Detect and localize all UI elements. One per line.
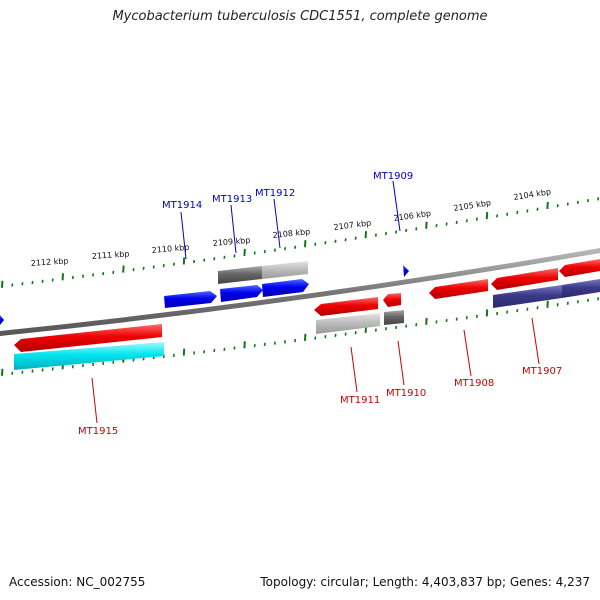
gene-mt1910-arrow[interactable] <box>383 293 401 307</box>
feature-gray-dark-top[interactable] <box>218 266 262 284</box>
feature-purple[interactable] <box>493 285 562 308</box>
genome-backbone <box>0 248 600 336</box>
leader-mt1907 <box>531 317 540 365</box>
map-title: Mycobacterium tuberculosis CDC1551, comp… <box>112 9 488 24</box>
gene-label-mt1914[interactable]: MT1914 <box>162 200 202 211</box>
scale-label-2109: 2109 kbp <box>212 236 250 248</box>
leader-mt1909 <box>392 180 401 232</box>
feature-gray-light-top[interactable] <box>262 261 308 279</box>
leader-mt1915 <box>91 377 98 424</box>
gene-label-mt1907[interactable]: MT1907 <box>522 366 562 377</box>
feature-purple-right[interactable] <box>562 279 600 298</box>
gene-label-mt1911[interactable]: MT1911 <box>340 395 380 406</box>
gene-mt1909-arrow[interactable] <box>403 265 409 277</box>
leader-mt1908 <box>463 329 472 377</box>
gene-label-mt1913[interactable]: MT1913 <box>212 194 252 205</box>
feature-cyan[interactable] <box>14 342 164 370</box>
genome-stats-text: Topology: circular; Length: 4,403,837 bp… <box>260 575 590 589</box>
gene-mt1913-arrow[interactable] <box>220 285 263 302</box>
gene-right-arrow[interactable] <box>559 259 600 277</box>
leader-mt1913 <box>230 204 237 254</box>
leader-mt1910 <box>397 340 405 386</box>
gene-label-mt1912[interactable]: MT1912 <box>255 188 295 199</box>
gene-label-mt1908[interactable]: MT1908 <box>454 378 494 389</box>
scale-label-2108: 2108 kbp <box>272 227 310 240</box>
gene-mt1908-arrow[interactable] <box>429 279 488 299</box>
scale-label-2112: 2112 kbp <box>31 256 69 268</box>
outer-scale-ticks <box>1 197 600 288</box>
scale-label-2107: 2107 kbp <box>333 218 372 232</box>
gene-mt1911-arrow[interactable] <box>314 297 378 316</box>
accession-text: Accession: NC_002755 <box>9 575 146 589</box>
scale-label-2110: 2110 kbp <box>151 243 189 255</box>
scale-label-2111: 2111 kbp <box>92 249 130 261</box>
gene-mt1915-arrow[interactable] <box>14 324 162 352</box>
scale-label-2104: 2104 kbp <box>513 187 552 202</box>
scale-label-2105: 2105 kbp <box>453 198 492 213</box>
gene-mt1912-arrow[interactable] <box>262 279 309 297</box>
gene-edge-arrow[interactable] <box>0 315 4 325</box>
gene-label-mt1909[interactable]: MT1909 <box>373 171 413 182</box>
gene-label-mt1910[interactable]: MT1910 <box>386 388 426 399</box>
gene-mt1907-arrow[interactable] <box>491 268 558 290</box>
feature-gray-dark-bottom[interactable] <box>384 310 404 325</box>
feature-gray-light-bottom[interactable] <box>316 313 380 334</box>
leader-mt1912 <box>273 198 281 249</box>
leader-mt1914 <box>180 211 187 260</box>
gene-mt1914-arrow[interactable] <box>164 291 217 308</box>
gene-label-mt1915[interactable]: MT1915 <box>78 426 118 437</box>
leader-mt1911 <box>350 346 358 393</box>
